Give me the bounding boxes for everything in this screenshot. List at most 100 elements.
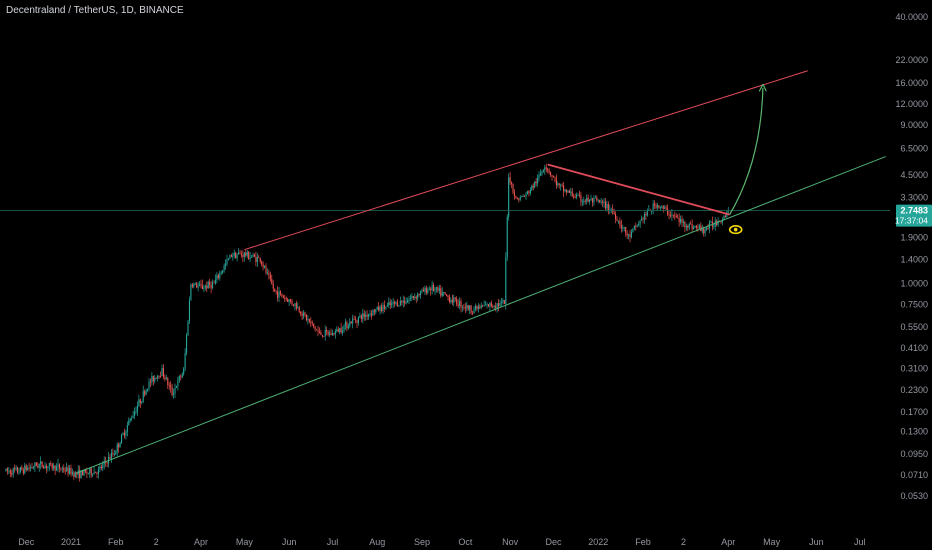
- candle-down: [279, 291, 282, 294]
- candle-down: [463, 306, 465, 308]
- triangle-top-trendline[interactable]: [547, 163, 730, 216]
- candle-up: [421, 289, 423, 292]
- eye-icon[interactable]: [728, 224, 743, 235]
- candle-up: [646, 210, 648, 216]
- candle-down: [200, 284, 202, 286]
- candle-up: [526, 191, 529, 194]
- candle-up: [597, 200, 599, 201]
- candle-up: [521, 196, 523, 197]
- candle-down: [563, 185, 565, 192]
- candle-up: [256, 256, 258, 263]
- candle-down: [284, 298, 286, 300]
- candle-down: [50, 462, 52, 464]
- candle-up: [229, 255, 231, 259]
- candle-down: [464, 307, 466, 309]
- candle-down: [467, 305, 469, 310]
- time-tick-label: Sep: [414, 537, 430, 547]
- candle-down: [604, 201, 607, 209]
- candle-down: [292, 304, 295, 306]
- candle-down: [690, 223, 692, 225]
- candle-down: [245, 252, 247, 256]
- candle-down: [298, 307, 300, 312]
- candle-up: [184, 352, 186, 369]
- candle-up: [610, 209, 612, 210]
- candle-up: [541, 171, 543, 174]
- candle-up: [219, 273, 221, 278]
- time-tick-label: May: [236, 537, 254, 547]
- candle-up: [427, 289, 429, 294]
- candle-up: [704, 229, 706, 234]
- price-tick-label: 1.0000: [900, 279, 928, 289]
- candle-up: [628, 234, 630, 236]
- candle-up: [352, 318, 354, 324]
- candle-down: [70, 467, 72, 475]
- candle-up: [264, 266, 266, 268]
- candle-down: [524, 196, 526, 197]
- candle-up: [48, 462, 50, 467]
- candle-up: [80, 470, 82, 478]
- candle-down: [512, 183, 514, 193]
- candle-down: [277, 291, 279, 298]
- candle-up: [661, 206, 663, 208]
- price-tick-label: 40.0000: [895, 12, 928, 22]
- time-tick-label: 2021: [61, 537, 81, 547]
- projection-arrow[interactable]: [729, 88, 763, 215]
- candle-up: [477, 306, 479, 310]
- price-tick-label: 0.0710: [900, 470, 928, 480]
- candle-down: [561, 184, 563, 186]
- candle-down: [482, 305, 484, 307]
- candle-down: [326, 330, 328, 332]
- candle-down: [554, 177, 556, 179]
- candle-up: [630, 231, 633, 238]
- candle-up: [539, 173, 542, 176]
- candle-up: [38, 463, 40, 468]
- time-tick-label: Aug: [369, 537, 385, 547]
- price-tick-label: 3.3000: [900, 192, 928, 202]
- candle-down: [37, 465, 39, 468]
- candle-down: [574, 196, 576, 198]
- candle-up: [203, 287, 205, 289]
- candle-down: [703, 227, 705, 234]
- candle-down: [337, 329, 339, 332]
- candle-down: [318, 331, 321, 333]
- price-axis[interactable]: 40.0000 22.0000 16.0000 12.0000 9.0000 6.5000…: [895, 12, 928, 501]
- candle-up: [99, 466, 101, 469]
- candle-up: [252, 254, 254, 257]
- candle-down: [290, 299, 292, 302]
- upper-channel-trendline[interactable]: [244, 70, 808, 251]
- candle-down: [230, 255, 232, 257]
- candle-up: [480, 305, 482, 308]
- candle-down: [152, 375, 154, 382]
- candle-up: [266, 272, 269, 274]
- candle-down: [422, 289, 425, 292]
- candle-up: [331, 332, 334, 336]
- price-tick-label: 0.0530: [900, 491, 928, 501]
- time-tick-label: Dec: [545, 537, 562, 547]
- candle-down: [516, 198, 518, 200]
- lower-channel-trendline[interactable]: [76, 156, 886, 474]
- candle-down: [492, 306, 494, 308]
- candle-up: [243, 252, 245, 258]
- candle-up: [594, 197, 596, 199]
- candle-down: [599, 200, 601, 203]
- candle-up: [288, 299, 290, 302]
- candle-up: [44, 465, 46, 469]
- candle-down: [625, 227, 627, 233]
- candle-down: [164, 376, 166, 379]
- candle-up: [212, 282, 214, 289]
- candle-down: [457, 304, 459, 307]
- time-axis[interactable]: Dec 2021 Feb 2 Apr May Jun Jul Aug Sep Oct Nov Dec 20…: [18, 537, 865, 547]
- candle-down: [316, 329, 318, 331]
- candle-up: [5, 468, 7, 472]
- candle-up: [147, 388, 149, 391]
- candle-down: [144, 391, 146, 395]
- candle-up: [496, 303, 498, 308]
- candle-up: [134, 411, 136, 416]
- candle-down: [51, 463, 53, 469]
- time-tick-label: Dec: [18, 537, 35, 547]
- candle-up: [187, 321, 189, 336]
- candle-down: [310, 321, 312, 323]
- candle-up: [32, 467, 34, 469]
- candle-down: [437, 287, 439, 291]
